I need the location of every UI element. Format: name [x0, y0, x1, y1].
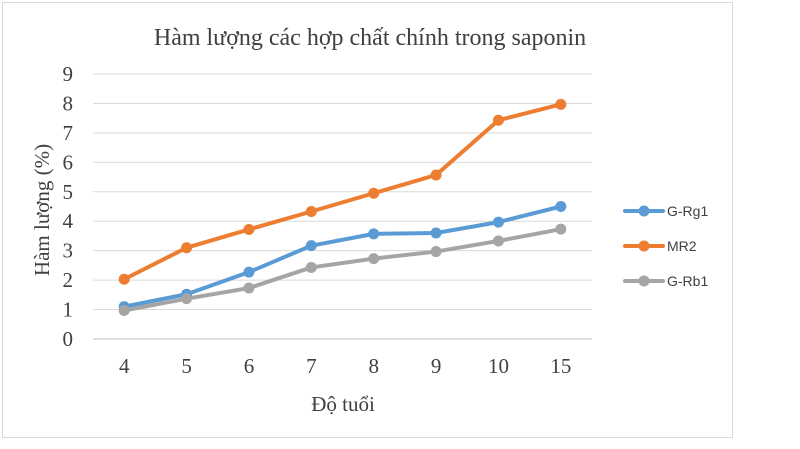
- gridlines: [93, 73, 592, 340]
- tick-labels: 0 1 2 3 4 5 6 7 8 9 4 5 6 7 8 9 10 15: [63, 62, 572, 378]
- legend-item: G-Rb1: [623, 273, 708, 289]
- y-tick-label: 1: [63, 298, 74, 322]
- series-line: [122, 102, 563, 282]
- data-point: [492, 235, 504, 247]
- data-point: [243, 282, 255, 294]
- x-tick-label: 7: [306, 354, 317, 378]
- y-tick-label: 9: [63, 62, 74, 86]
- y-tick-label: 0: [63, 327, 74, 351]
- data-point: [430, 246, 442, 258]
- data-point: [305, 206, 317, 218]
- data-point: [243, 266, 255, 278]
- y-tick-label: 7: [63, 121, 74, 145]
- series-MR2: [118, 98, 567, 285]
- data-point: [118, 304, 130, 316]
- series-G-Rg1: [118, 201, 567, 313]
- series-line: [122, 204, 563, 309]
- y-tick-label: 2: [63, 268, 74, 292]
- legend-label: G-Rb1: [667, 273, 708, 289]
- legend-item: G-Rg1: [623, 203, 708, 219]
- legend-item: MR2: [623, 238, 697, 254]
- data-point: [492, 216, 504, 228]
- data-point: [430, 169, 442, 181]
- y-tick-label: 4: [63, 209, 74, 233]
- y-tick-label: 8: [63, 91, 74, 115]
- data-point: [305, 240, 317, 252]
- series-layer: [118, 98, 567, 316]
- series-G-Rb1: [118, 223, 567, 316]
- data-point: [555, 98, 567, 110]
- y-tick-label: 3: [63, 239, 74, 263]
- x-axis-label: Độ tuổi: [311, 392, 375, 416]
- data-point: [430, 227, 442, 239]
- chart-frame: [2, 2, 733, 438]
- legend-label: MR2: [667, 238, 697, 254]
- data-point: [555, 223, 567, 235]
- x-tick-label: 10: [488, 354, 509, 378]
- data-point: [181, 242, 193, 254]
- data-point: [243, 223, 255, 235]
- x-tick-label: 5: [181, 354, 192, 378]
- series-line: [122, 227, 563, 313]
- y-tick-label: 5: [63, 180, 74, 204]
- y-axis-label: Hàm lượng (%): [30, 144, 54, 276]
- data-point: [305, 261, 317, 273]
- legend-label: G-Rg1: [667, 203, 708, 219]
- x-tick-label: 4: [119, 354, 130, 378]
- data-point: [181, 293, 193, 305]
- data-point: [118, 273, 130, 285]
- y-tick-label: 6: [63, 150, 74, 174]
- legend-swatch-marker: [638, 275, 650, 287]
- data-point: [368, 187, 380, 199]
- data-point: [492, 114, 504, 126]
- chart-title: Hàm lượng các hợp chất chính trong sapon…: [154, 25, 586, 51]
- legend-swatch-marker: [638, 240, 650, 252]
- x-tick-label: 6: [244, 354, 255, 378]
- x-tick-label: 9: [431, 354, 442, 378]
- legend: G-Rg1 MR2 G-Rb1: [623, 203, 708, 289]
- data-point: [368, 253, 380, 265]
- data-point: [368, 228, 380, 240]
- data-point: [555, 201, 567, 212]
- x-tick-label: 15: [550, 354, 571, 378]
- x-tick-label: 8: [368, 354, 379, 378]
- legend-swatch-marker: [638, 205, 650, 217]
